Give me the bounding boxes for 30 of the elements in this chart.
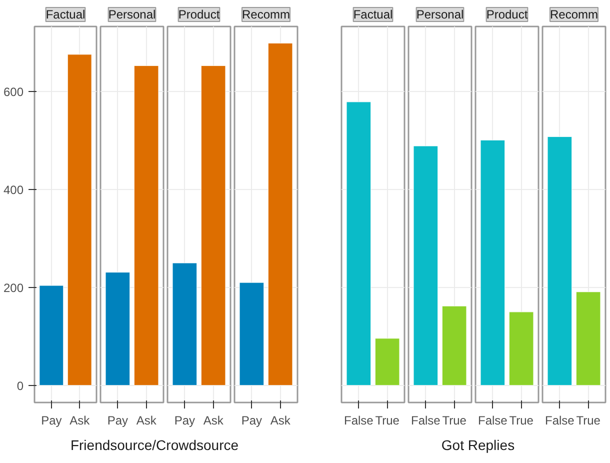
- x-tick-label: False: [478, 414, 508, 428]
- x-tick-label: Ask: [70, 414, 91, 428]
- y-tick-label: 0: [16, 378, 24, 393]
- chart-title: Recomm: [242, 8, 290, 22]
- x-tick-label: True: [375, 414, 400, 428]
- x-tick-label: True: [442, 414, 467, 428]
- chart-title: Factual: [353, 8, 393, 22]
- chart-title: Personal: [416, 8, 464, 22]
- x-tick-label: False: [411, 414, 441, 428]
- x-tick-label: Pay: [174, 414, 196, 428]
- x-axis-title: Friendsource/Crowdsource: [70, 436, 239, 455]
- y-tick-label: 400: [3, 183, 24, 198]
- x-tick-label: True: [509, 414, 534, 428]
- chart-title: Personal: [108, 8, 156, 22]
- x-tick-label: Ask: [203, 414, 224, 428]
- y-tick-label: 200: [3, 280, 24, 295]
- x-tick-label: False: [344, 414, 374, 428]
- x-tick-label: Pay: [41, 414, 62, 428]
- x-axis-title: Got Replies: [441, 436, 515, 455]
- y-tick-label: 600: [3, 85, 24, 100]
- x-tick-label: Pay: [241, 414, 262, 428]
- x-tick-label: Ask: [270, 414, 292, 428]
- chart-title: Recomm: [550, 8, 598, 22]
- chart-title: Product: [178, 8, 220, 22]
- chart-title: Product: [486, 8, 528, 22]
- chart-title: Factual: [46, 8, 86, 22]
- x-tick-label: Pay: [107, 414, 128, 428]
- x-tick-label: False: [545, 414, 575, 428]
- x-tick-label: Ask: [136, 414, 158, 428]
- x-tick-label: True: [576, 414, 601, 428]
